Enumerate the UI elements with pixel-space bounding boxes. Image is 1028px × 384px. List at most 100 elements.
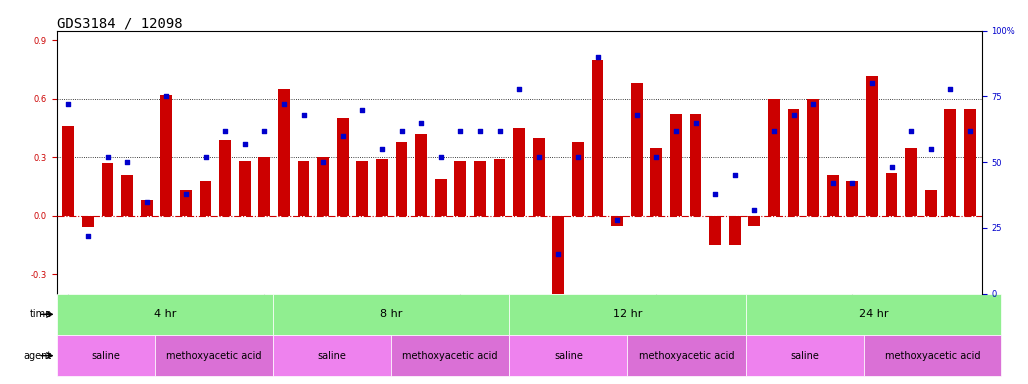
Text: methoxyacetic acid: methoxyacetic acid [885, 351, 981, 361]
Point [668, 127, 685, 134]
Point [295, 112, 311, 118]
Point [883, 164, 900, 170]
Point [962, 127, 979, 134]
Text: saline: saline [791, 351, 819, 361]
Bar [454, 161, 467, 216]
Point [158, 93, 175, 99]
Text: 8 hr: 8 hr [380, 310, 402, 319]
Bar [807, 99, 819, 216]
FancyBboxPatch shape [627, 335, 745, 376]
Point [589, 54, 605, 60]
Bar [278, 89, 290, 216]
FancyBboxPatch shape [745, 294, 1001, 335]
Point [433, 154, 449, 160]
Text: agent: agent [24, 351, 51, 361]
Bar [102, 163, 113, 216]
Point [236, 141, 253, 147]
Bar [238, 161, 251, 216]
Bar [376, 159, 388, 216]
Bar [925, 190, 937, 216]
Point [315, 159, 331, 165]
Point [707, 191, 724, 197]
Text: methoxyacetic acid: methoxyacetic acid [167, 351, 262, 361]
Bar [318, 157, 329, 216]
Bar [474, 161, 486, 216]
Point [942, 86, 958, 92]
Bar [141, 200, 152, 216]
Point [217, 127, 233, 134]
Point [334, 133, 351, 139]
Bar [827, 175, 839, 216]
Bar [748, 216, 761, 225]
Bar [180, 190, 192, 216]
Point [80, 233, 97, 239]
FancyBboxPatch shape [273, 294, 509, 335]
Point [276, 101, 292, 108]
Point [491, 127, 508, 134]
Bar [415, 134, 427, 216]
Point [197, 154, 214, 160]
Bar [258, 157, 270, 216]
Bar [592, 60, 603, 216]
Bar [709, 216, 721, 245]
Point [609, 217, 625, 223]
Bar [435, 179, 446, 216]
Bar [631, 83, 642, 216]
FancyBboxPatch shape [57, 335, 155, 376]
Bar [160, 95, 173, 216]
Point [824, 180, 841, 186]
Text: methoxyacetic acid: methoxyacetic acid [638, 351, 734, 361]
Point [648, 154, 664, 160]
Point [472, 127, 488, 134]
Point [844, 180, 860, 186]
Point [100, 154, 116, 160]
FancyBboxPatch shape [509, 294, 745, 335]
Text: 12 hr: 12 hr [613, 310, 642, 319]
Bar [337, 118, 348, 216]
Bar [357, 161, 368, 216]
Text: saline: saline [91, 351, 120, 361]
Bar [612, 216, 623, 225]
Bar [396, 142, 407, 216]
Bar [729, 216, 740, 245]
Point [530, 154, 547, 160]
FancyBboxPatch shape [155, 335, 273, 376]
Bar [121, 175, 133, 216]
Point [394, 127, 410, 134]
Text: 4 hr: 4 hr [153, 310, 176, 319]
Point [452, 127, 469, 134]
Bar [945, 109, 956, 216]
Point [864, 80, 880, 86]
Bar [670, 114, 682, 216]
Point [727, 172, 743, 179]
FancyBboxPatch shape [273, 335, 392, 376]
Point [785, 112, 802, 118]
Bar [493, 159, 506, 216]
Bar [572, 142, 584, 216]
Bar [787, 109, 800, 216]
Point [413, 120, 430, 126]
Point [178, 191, 194, 197]
Bar [63, 126, 74, 216]
Bar [82, 216, 94, 227]
Point [550, 251, 566, 257]
Bar [846, 181, 858, 216]
Point [688, 120, 704, 126]
Bar [886, 173, 897, 216]
Point [570, 154, 586, 160]
FancyBboxPatch shape [509, 335, 627, 376]
FancyBboxPatch shape [745, 335, 864, 376]
Point [60, 101, 76, 108]
Bar [219, 140, 231, 216]
Text: GDS3184 / 12098: GDS3184 / 12098 [57, 17, 182, 31]
Bar [964, 109, 976, 216]
Bar [533, 138, 545, 216]
FancyBboxPatch shape [392, 335, 509, 376]
Point [922, 146, 939, 152]
Point [354, 106, 370, 113]
Point [119, 159, 136, 165]
Point [139, 199, 155, 205]
Text: 24 hr: 24 hr [858, 310, 888, 319]
Bar [768, 99, 780, 216]
Point [256, 127, 272, 134]
